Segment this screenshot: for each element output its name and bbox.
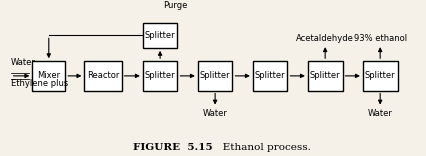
Text: Reactor: Reactor xyxy=(87,71,119,80)
FancyBboxPatch shape xyxy=(198,61,233,91)
FancyBboxPatch shape xyxy=(32,61,65,91)
Text: Ethylene plus: Ethylene plus xyxy=(11,79,68,88)
Text: Splitter: Splitter xyxy=(145,71,176,80)
Text: Splitter: Splitter xyxy=(365,71,395,80)
Text: Purge: Purge xyxy=(164,1,188,10)
FancyBboxPatch shape xyxy=(143,61,178,91)
Text: Water: Water xyxy=(11,58,36,67)
Text: FIGURE  5.15: FIGURE 5.15 xyxy=(133,143,213,152)
Text: Splitter: Splitter xyxy=(200,71,230,80)
FancyBboxPatch shape xyxy=(143,23,178,48)
Text: Acetaldehyde: Acetaldehyde xyxy=(296,34,354,43)
Text: Ethanol process.: Ethanol process. xyxy=(213,143,311,152)
Text: Mixer: Mixer xyxy=(37,71,60,80)
Text: Water: Water xyxy=(203,109,227,118)
FancyBboxPatch shape xyxy=(363,61,397,91)
FancyBboxPatch shape xyxy=(253,61,288,91)
Text: Splitter: Splitter xyxy=(255,71,285,80)
Text: 93% ethanol: 93% ethanol xyxy=(354,34,407,43)
Text: Water: Water xyxy=(368,109,393,118)
Text: Splitter: Splitter xyxy=(145,31,176,40)
FancyBboxPatch shape xyxy=(308,61,343,91)
FancyBboxPatch shape xyxy=(84,61,121,91)
Text: Splitter: Splitter xyxy=(310,71,340,80)
